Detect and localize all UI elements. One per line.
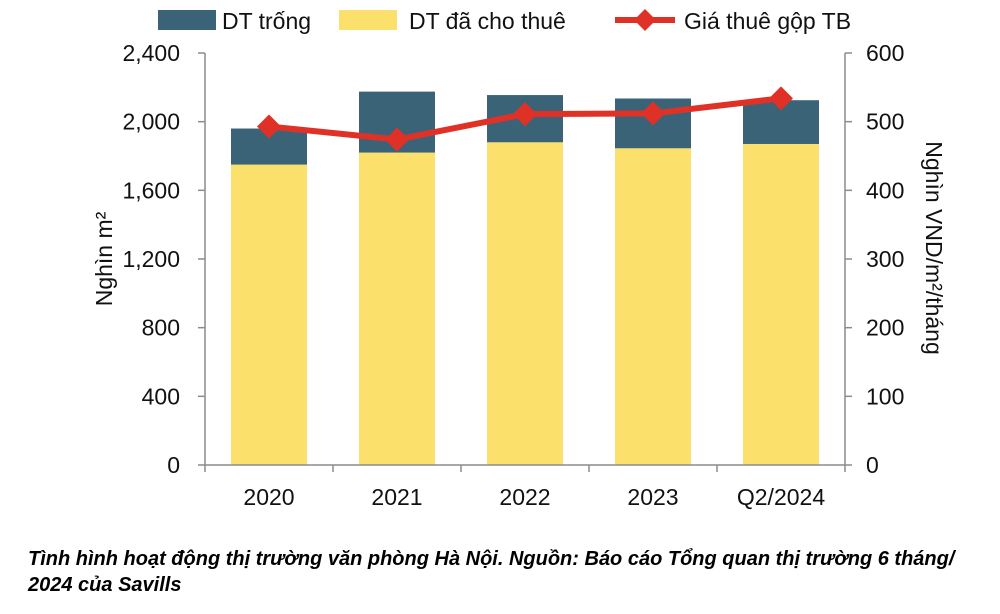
y-right-tick-label: 600 [866, 40, 904, 66]
legend-swatch-vacant [158, 10, 216, 30]
rent-marker-1 [385, 127, 409, 152]
legend-swatch-leased [339, 10, 397, 30]
y-left-tick-label: 1,600 [122, 177, 180, 203]
y-left-axis-title: Nghìn m² [91, 211, 117, 306]
legend-label-vacant: DT trống [222, 8, 311, 34]
bar-leased-3 [615, 148, 691, 465]
x-tick-label: 2022 [499, 484, 550, 510]
bar-leased-0 [231, 164, 307, 466]
y-right-axis-title: Nghìn VND/m²/tháng [921, 141, 947, 354]
bar-leased-1 [359, 152, 435, 466]
rent-marker-4 [769, 86, 793, 111]
rent-marker-0 [257, 114, 281, 139]
y-left-tick-label: 0 [167, 452, 180, 478]
y-left-tick-label: 800 [142, 315, 180, 341]
y-left-tick-label: 1,200 [122, 246, 180, 272]
y-right-tick-label: 200 [866, 315, 904, 341]
y-left-tick-label: 2,000 [122, 109, 180, 135]
y-left-tick-label: 2,400 [122, 40, 180, 66]
legend-swatch-rent-marker [634, 9, 656, 31]
x-tick-label: 2020 [243, 484, 294, 510]
x-tick-label: 2023 [627, 484, 678, 510]
y-left-tick-label: 400 [142, 383, 180, 409]
rent-marker-3 [641, 101, 665, 126]
y-right-tick-label: 300 [866, 246, 904, 272]
x-tick-label: Q2/2024 [737, 484, 825, 510]
chart-container: 0 400 800 1,200 1,600 2,000 2,400 0 100 200 300 400… [91, 8, 947, 510]
y-right-tick-label: 500 [866, 109, 904, 135]
bar-leased-2 [487, 142, 563, 465]
rent-marker-2 [513, 102, 537, 127]
y-right-tick-label: 400 [866, 177, 904, 203]
bar-leased-4 [743, 143, 819, 465]
x-tick-label: 2021 [371, 484, 422, 510]
y-right-tick-label: 100 [866, 383, 904, 409]
legend-label-leased: DT đã cho thuê [409, 8, 566, 34]
chart-svg: 0 400 800 1,200 1,600 2,000 2,400 0 100 200 300 400… [91, 8, 947, 510]
y-right-tick-label: 0 [866, 452, 879, 478]
chart-caption: Tình hình hoạt động thị trường văn phòng… [28, 548, 955, 596]
legend-label-rent: Giá thuê gộp TB [684, 8, 851, 34]
